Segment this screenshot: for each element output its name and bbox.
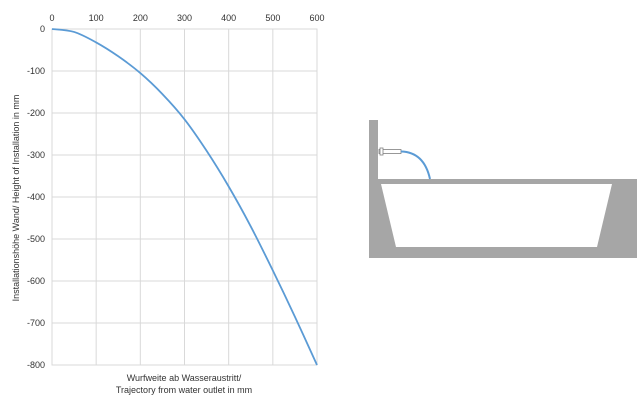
x-tick-label: 100 <box>89 13 104 23</box>
y-tick-label: -300 <box>27 150 45 160</box>
grid-lines <box>51 28 318 366</box>
y-tick-label: -600 <box>27 276 45 286</box>
y-axis-ticks: 0 -100 -200 -300 -400 -500 -600 -700 -800 <box>27 24 45 370</box>
plot-area <box>51 28 318 366</box>
y-tick-label: -100 <box>27 66 45 76</box>
y-tick-label: -800 <box>27 360 45 370</box>
bathtub-with-wall-spout-icon <box>369 120 637 258</box>
x-tick-label: 0 <box>49 13 54 23</box>
x-tick-label: 200 <box>133 13 148 23</box>
y-tick-label: -700 <box>27 318 45 328</box>
x-tick-label: 600 <box>309 13 324 23</box>
x-axis-title-line2: Trajectory from water outlet in mm <box>116 385 252 395</box>
water-jet <box>400 150 431 180</box>
y-tick-label: -500 <box>27 234 45 244</box>
x-axis-title-line1: Wurfweite ab Wasseraustritt/ <box>127 373 242 383</box>
y-axis-title: Installationshöhe Wand/ Height of Instal… <box>11 95 21 302</box>
spout-tip <box>379 147 384 156</box>
tub-basin <box>381 184 612 247</box>
y-tick-label: -200 <box>27 108 45 118</box>
y-tick-label: -400 <box>27 192 45 202</box>
trajectory-series-line <box>51 28 318 366</box>
x-axis-ticks: 0 100 200 300 400 500 600 <box>49 13 324 23</box>
x-tick-label: 300 <box>177 13 192 23</box>
x-tick-label: 500 <box>265 13 280 23</box>
y-tick-label: 0 <box>40 24 45 34</box>
x-tick-label: 400 <box>221 13 236 23</box>
